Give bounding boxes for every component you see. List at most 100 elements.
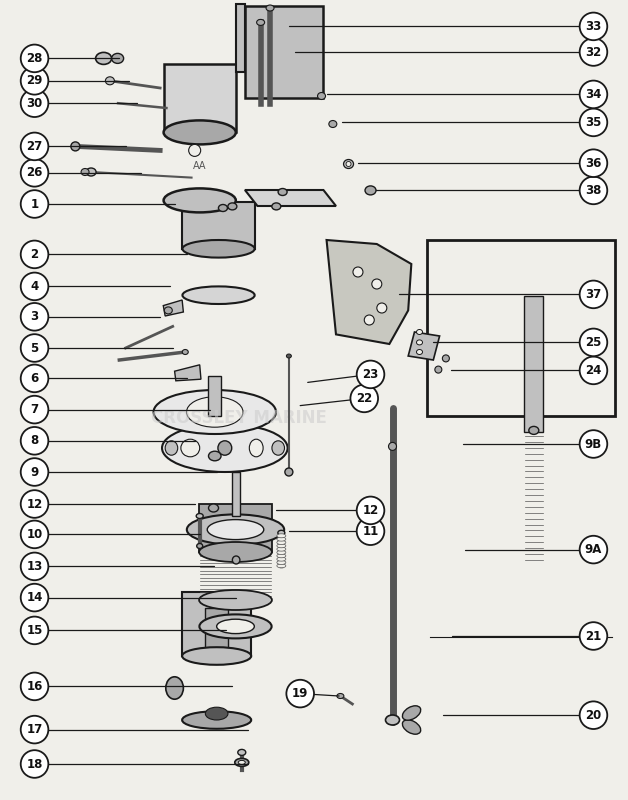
Ellipse shape [344,159,354,169]
Circle shape [21,334,48,362]
Circle shape [21,584,48,611]
Ellipse shape [199,590,272,610]
Ellipse shape [403,706,421,720]
Circle shape [21,553,48,580]
Bar [236,4,245,72]
Circle shape [21,365,48,392]
Text: 36: 36 [585,157,602,170]
Text: 20: 20 [585,709,602,722]
Text: 2: 2 [31,248,38,261]
Ellipse shape [337,694,344,698]
Ellipse shape [364,315,374,325]
Text: 9B: 9B [585,438,602,450]
Ellipse shape [182,647,251,665]
Bar [182,592,251,656]
Circle shape [21,241,48,268]
Polygon shape [327,240,411,344]
Ellipse shape [165,307,172,314]
Ellipse shape [95,53,112,64]
Text: 22: 22 [356,392,372,405]
Ellipse shape [165,441,178,455]
Circle shape [580,430,607,458]
Polygon shape [175,365,201,381]
Circle shape [21,133,48,160]
Ellipse shape [277,550,286,554]
Ellipse shape [188,144,201,157]
Circle shape [21,521,48,548]
Circle shape [580,13,607,40]
Ellipse shape [346,162,351,166]
Ellipse shape [228,203,237,210]
Ellipse shape [153,390,276,434]
Text: 29: 29 [26,74,43,87]
Text: 9: 9 [30,466,39,478]
Circle shape [357,518,384,545]
Ellipse shape [386,715,399,725]
Polygon shape [163,300,183,316]
Ellipse shape [442,355,450,362]
Ellipse shape [285,468,293,476]
Ellipse shape [81,169,89,175]
Text: 15: 15 [26,624,43,637]
Ellipse shape [208,451,221,461]
Ellipse shape [166,677,183,699]
Text: 10: 10 [26,528,43,541]
Bar [199,504,272,552]
Circle shape [580,622,607,650]
Ellipse shape [277,547,286,551]
Bar [427,240,615,416]
Bar [208,376,221,416]
Ellipse shape [277,544,286,548]
Circle shape [21,396,48,423]
Ellipse shape [106,77,114,85]
Ellipse shape [329,121,337,127]
Circle shape [21,427,48,454]
Text: 12: 12 [26,498,43,510]
Circle shape [21,190,48,218]
Bar [232,472,240,516]
Ellipse shape [187,397,243,427]
Ellipse shape [219,205,227,211]
Circle shape [580,81,607,108]
Text: 27: 27 [26,140,43,153]
Ellipse shape [257,19,264,26]
Circle shape [21,273,48,300]
Text: 11: 11 [362,525,379,538]
Ellipse shape [218,441,232,455]
Text: 7: 7 [31,403,38,416]
Circle shape [580,109,607,136]
Text: 33: 33 [585,20,602,33]
Circle shape [21,90,48,117]
Text: 30: 30 [26,97,43,110]
Ellipse shape [403,720,421,734]
Text: 34: 34 [585,88,602,101]
Ellipse shape [112,54,124,63]
Ellipse shape [416,330,423,334]
Circle shape [21,716,48,743]
Ellipse shape [200,614,272,638]
Circle shape [350,385,378,412]
Polygon shape [408,332,440,360]
Ellipse shape [182,350,188,354]
Text: 25: 25 [585,336,602,349]
Ellipse shape [377,303,387,313]
Ellipse shape [182,240,255,258]
Text: 3: 3 [31,310,38,323]
Ellipse shape [86,168,96,176]
Ellipse shape [217,619,254,634]
Ellipse shape [162,424,288,472]
Circle shape [21,159,48,186]
Text: 17: 17 [26,723,43,736]
Circle shape [21,490,48,518]
Ellipse shape [277,564,286,568]
Ellipse shape [205,707,228,720]
Ellipse shape [163,120,236,144]
Ellipse shape [286,354,291,358]
Ellipse shape [416,350,423,354]
Circle shape [21,458,48,486]
Ellipse shape [163,188,236,212]
Ellipse shape [196,514,203,518]
Ellipse shape [365,186,376,195]
Circle shape [580,38,607,66]
Circle shape [580,329,607,356]
